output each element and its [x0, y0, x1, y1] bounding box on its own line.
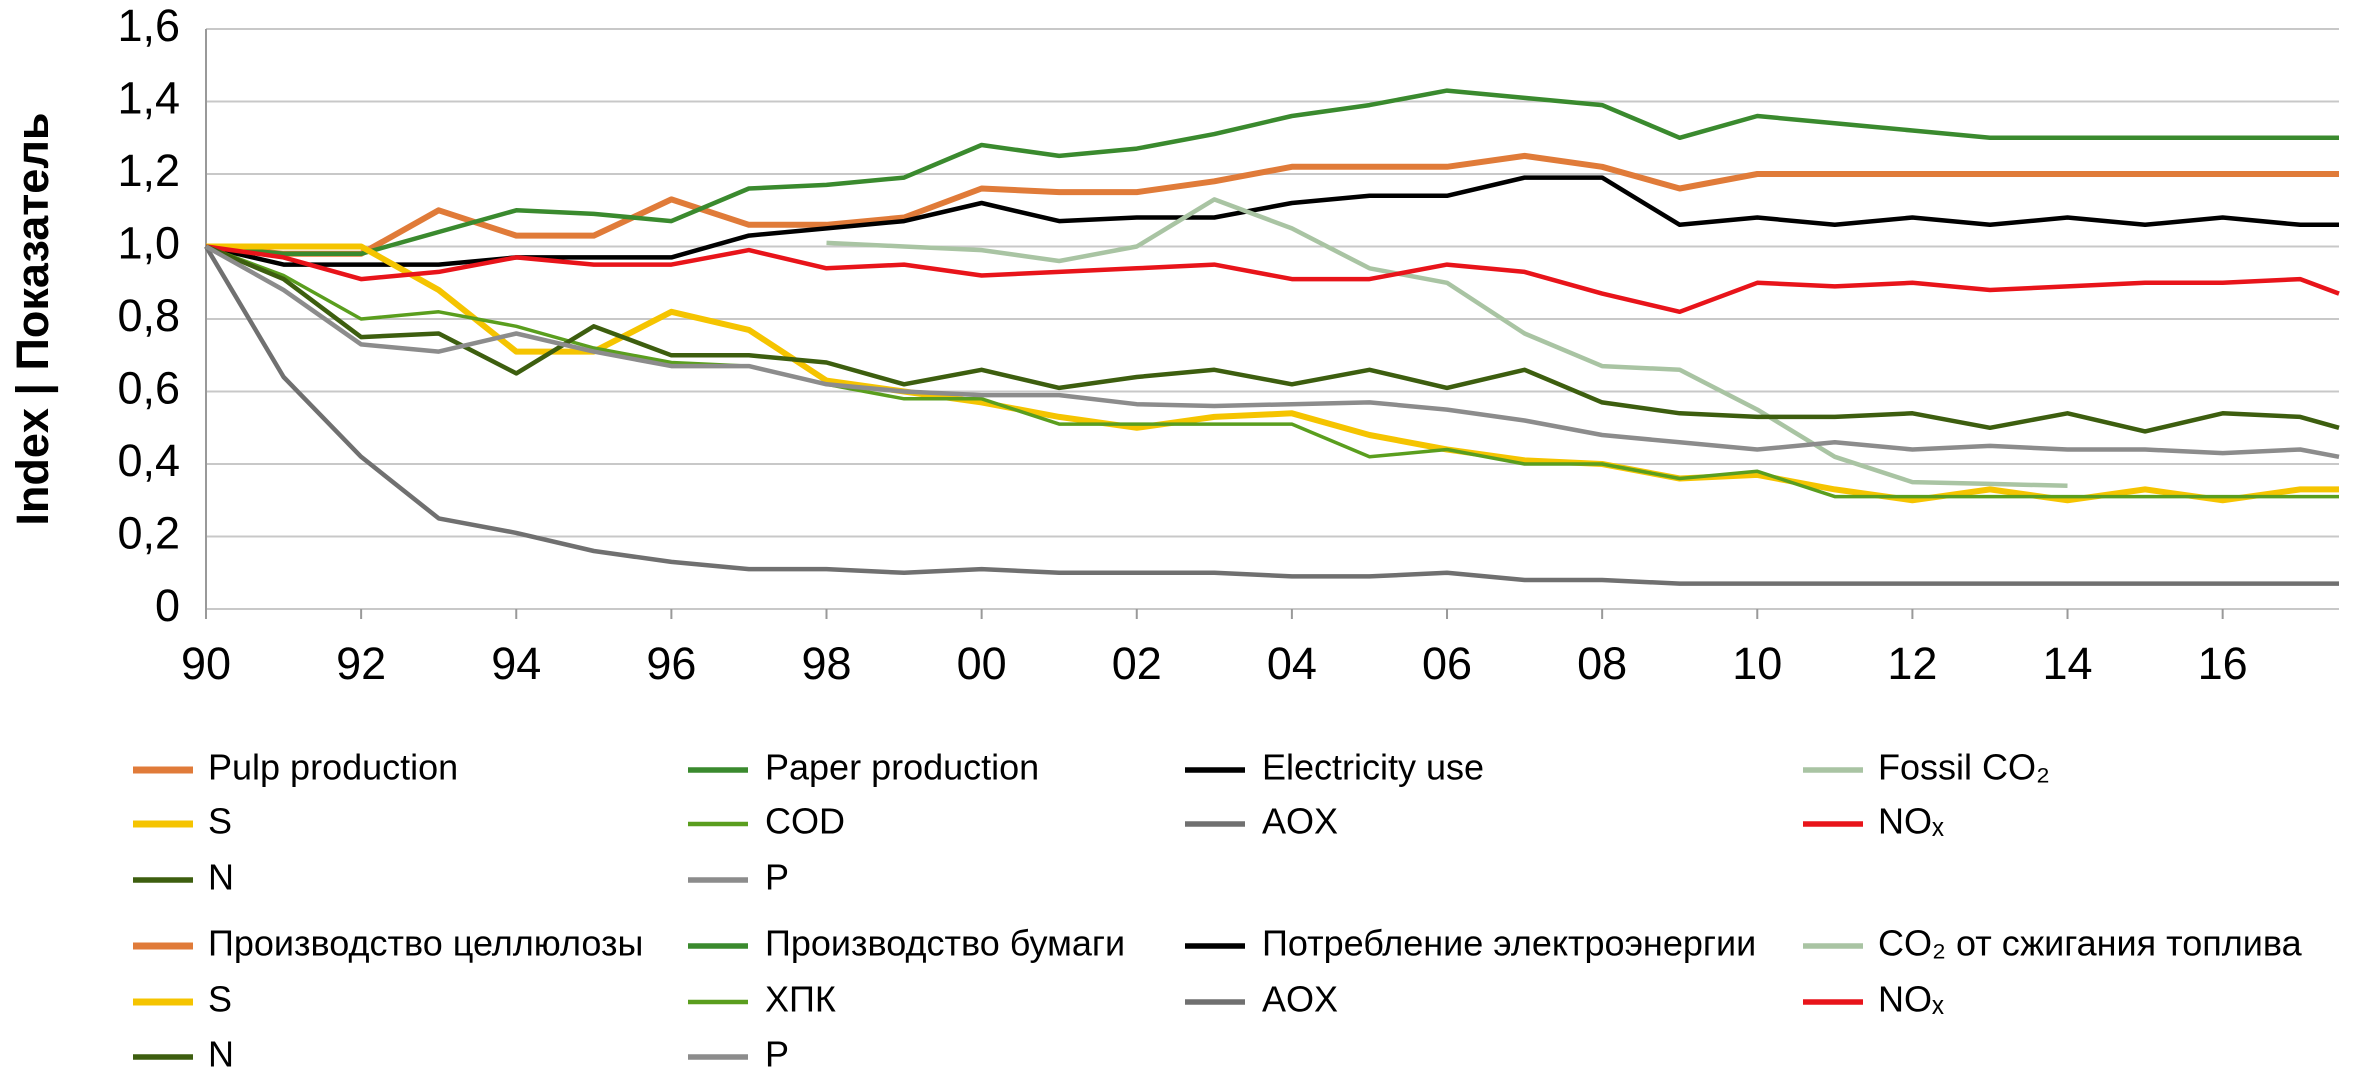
- legend-label: ХПК: [765, 979, 836, 1020]
- series-line: [205, 88, 2339, 257]
- legend-label: S: [208, 801, 232, 842]
- series-line: [206, 243, 2339, 504]
- x-tick-label: 04: [1267, 638, 1317, 689]
- x-tick-label: 96: [646, 638, 696, 689]
- legend-label: COD: [765, 801, 845, 842]
- y-tick-label: 1,2: [117, 145, 180, 196]
- x-tick-label: 00: [957, 638, 1007, 689]
- legend-label: NOₓ: [1878, 801, 1944, 842]
- series-line: [826, 197, 2068, 489]
- series-line: [205, 244, 2340, 315]
- series-line: [204, 245, 2339, 586]
- series-line: [205, 175, 2339, 267]
- legend-label: AOX: [1262, 979, 1338, 1020]
- series-line: [205, 152, 2339, 257]
- x-tick-label: 98: [801, 638, 851, 689]
- legend-label: Потребление электроэнергии: [1262, 923, 1756, 964]
- legend-label: N: [208, 1034, 234, 1075]
- legend-label: CO₂ от сжигания топлива: [1878, 923, 2303, 964]
- legend-label: P: [765, 1034, 789, 1075]
- legend-label: Paper production: [765, 747, 1039, 788]
- series-line: [205, 244, 2340, 434]
- y-tick-label: 0,6: [117, 362, 180, 413]
- legend-label: Производство целлюлозы: [208, 923, 643, 964]
- y-tick-label: 1,4: [117, 72, 180, 123]
- series-line: [204, 244, 2340, 460]
- legend-label: S: [208, 979, 232, 1020]
- legend-label: Pulp production: [208, 747, 458, 788]
- x-tick-label: 02: [1112, 638, 1162, 689]
- legend-label: NOₓ: [1878, 979, 1944, 1020]
- legend-label: Производство бумаги: [765, 923, 1125, 964]
- legend-label: Fossil CO₂: [1878, 747, 2050, 788]
- x-tick-label: 92: [336, 638, 386, 689]
- x-tick-label: 90: [181, 638, 231, 689]
- legend-label: P: [765, 857, 789, 898]
- legend-label: Electricity use: [1262, 747, 1484, 788]
- x-tick-label: 06: [1422, 638, 1472, 689]
- y-tick-label: 0,8: [117, 290, 180, 341]
- x-tick-label: 12: [1887, 638, 1937, 689]
- y-tick-label: 0,4: [117, 435, 180, 486]
- series-line: [205, 244, 2339, 499]
- x-tick-label: 16: [2198, 638, 2248, 689]
- x-tick-label: 94: [491, 638, 541, 689]
- y-tick-label: 0: [155, 580, 180, 631]
- x-tick-label: 08: [1577, 638, 1627, 689]
- y-tick-label: 0,2: [117, 507, 180, 558]
- legend-label: N: [208, 857, 234, 898]
- y-tick-label: 1,0: [117, 217, 180, 268]
- y-tick-label: 1,6: [117, 0, 180, 51]
- x-tick-label: 10: [1732, 638, 1782, 689]
- legend-label: AOX: [1262, 801, 1338, 842]
- y-axis-label: Index | Показатель: [7, 112, 59, 525]
- x-tick-label: 14: [2042, 638, 2092, 689]
